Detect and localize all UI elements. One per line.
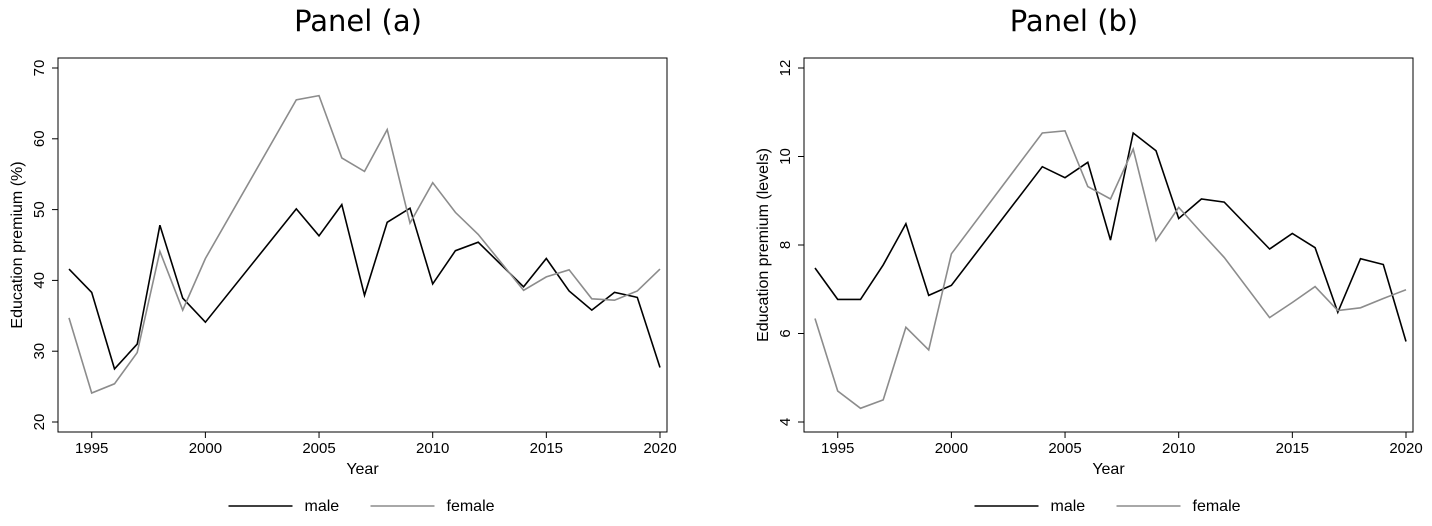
x-tick-label: 2000: [935, 440, 968, 457]
y-axis-title: Education premium (levels): [755, 148, 772, 342]
chart-a: 20 30 40 50 60 70 1995 2000 2005 2010 2015 2020 Year…: [9, 57, 677, 515]
y-axis-title: Education premium (%): [9, 161, 26, 328]
plot-frame: [803, 57, 1414, 433]
y-tick-label: 6: [777, 329, 794, 337]
x-tick-label: 2005: [1048, 440, 1081, 457]
legend-label-male: male: [305, 498, 340, 515]
chart-title: Panel (a): [294, 4, 422, 38]
x-tick-label: 2020: [643, 440, 676, 457]
y-tick-label: 60: [31, 130, 48, 147]
chart-title: Panel (b): [1009, 4, 1139, 38]
series-line-male: [68, 202, 661, 371]
x-tick-label: 2015: [530, 440, 563, 457]
x-axis-title: Year: [346, 461, 379, 478]
y-tick-label: 20: [31, 414, 48, 431]
x-tick-label: 2015: [1276, 440, 1309, 457]
series-line-female: [68, 94, 661, 395]
x-tick-label: 2020: [1389, 440, 1422, 457]
y-tick-label: 4: [777, 418, 794, 426]
panel-b: Panel (b) 4 6 8 10 12 1995 2000 2005 2010 2015 202…: [716, 0, 1432, 526]
y-tick-label: 30: [31, 343, 48, 360]
series-line-male: [814, 131, 1407, 342]
x-tick-label: 2010: [1162, 440, 1195, 457]
y-tick-label: 12: [777, 60, 794, 77]
y-tick-label: 70: [31, 60, 48, 77]
x-tick-label: 2000: [189, 440, 222, 457]
chart-b: 4 6 8 10 12 1995 2000 2005 2010 2015 2020 Year Educa…: [755, 57, 1423, 515]
x-tick-label: 2005: [302, 440, 335, 457]
y-tick-label: 10: [777, 148, 794, 165]
y-tick-label: 50: [31, 201, 48, 218]
legend-label-female: female: [1193, 498, 1241, 515]
legend-label-male: male: [1051, 498, 1086, 515]
x-tick-label: 1995: [821, 440, 854, 457]
x-tick-label: 2010: [416, 440, 449, 457]
y-tick-label: 40: [31, 272, 48, 289]
series-line-female: [814, 129, 1407, 410]
plot-frame: [57, 57, 668, 433]
panel-a: Panel (a) 20 30 40 50 60 70 1995 2000 2005 2010 20…: [9, 4, 677, 515]
legend-label-female: female: [447, 498, 495, 515]
x-tick-label: 1995: [75, 440, 108, 457]
y-tick-label: 8: [777, 241, 794, 249]
x-axis-title: Year: [1092, 461, 1125, 478]
